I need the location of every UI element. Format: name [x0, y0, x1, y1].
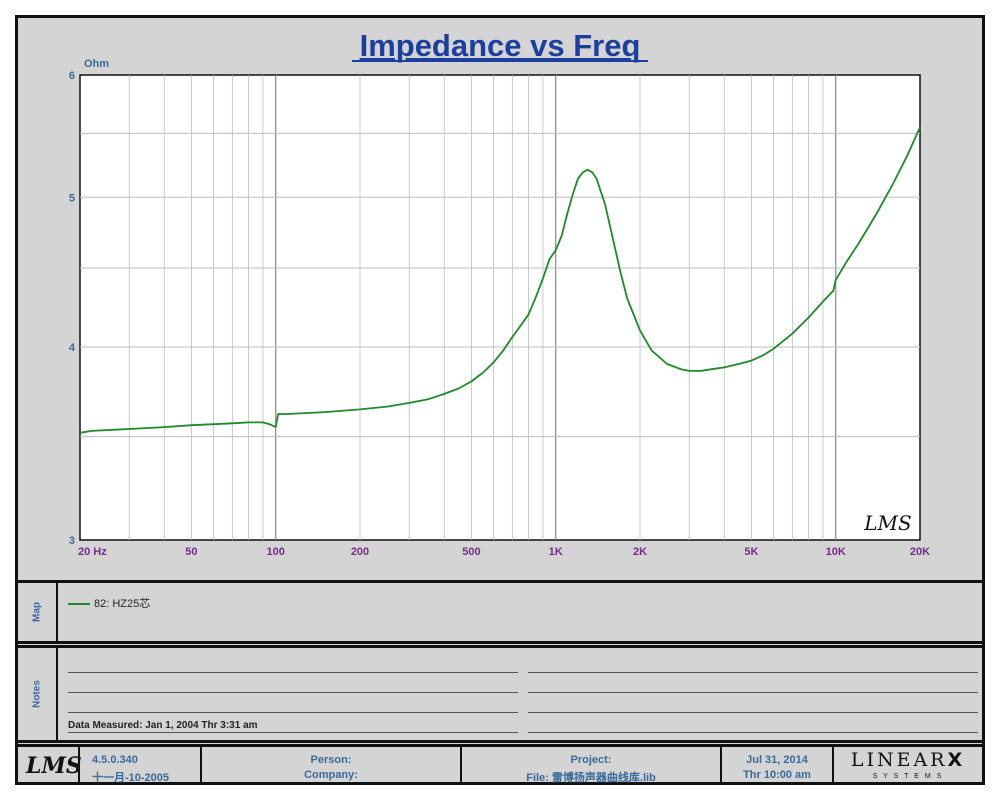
lms-logo: LMS — [26, 753, 82, 779]
impedance-chart: Impedance vs Freq Ohm 20 Hz 50 100 200 500 1K… — [69, 28, 930, 558]
series-line — [79, 126, 921, 434]
grid-lines — [80, 75, 920, 540]
x-tick-label: 5K — [744, 546, 758, 558]
y-tick-label: 6 — [69, 70, 75, 82]
footer-project-cell: Project: File: 雷博扬声器曲线库.lib — [462, 747, 722, 784]
footer-brand-cell: LINEARX S Y S T E M S — [834, 747, 982, 782]
data-measured-text: Data Measured: Jan 1, 2004 Thr 3:31 am — [68, 720, 258, 731]
footer-logo-cell: LMS — [18, 747, 82, 782]
series-layer — [79, 126, 921, 434]
note-line — [68, 672, 518, 673]
map-label: Map — [31, 602, 43, 622]
legend-entry-label: 82: HZ25芯 — [94, 598, 151, 610]
note-line — [528, 732, 978, 733]
footer-date-cell: Jul 31, 2014 Thr 10:00 am — [722, 747, 834, 782]
date-text: Jul 31, 2014 — [746, 754, 808, 766]
company-label: Company: — [304, 769, 358, 781]
brand-logo: LINEARX — [834, 749, 982, 771]
x-tick-label: 500 — [462, 546, 480, 558]
brand-x: X — [947, 749, 966, 771]
version-text: 4.5.0.340 — [92, 754, 138, 766]
file-label: File: 雷博扬声器曲线库.lib — [526, 772, 656, 784]
x-tick-label: 20K — [910, 546, 930, 558]
plot-area — [79, 74, 921, 541]
note-line — [68, 732, 518, 733]
x-tick-label: 100 — [267, 546, 285, 558]
person-label: Person: — [310, 754, 352, 766]
lms-watermark: LMS — [863, 511, 911, 535]
footer-version-cell: 4.5.0.340 十一月-10-2005 — [80, 747, 202, 784]
y-axis-unit-label: Ohm — [84, 58, 109, 70]
y-tick-label: 5 — [69, 192, 75, 204]
x-tick-label: 10K — [826, 546, 846, 558]
note-line — [528, 712, 978, 713]
map-label-cell: Map — [18, 583, 58, 641]
x-tick-labels: 20 Hz 50 100 200 500 1K 2K 5K 10K 20K — [78, 546, 930, 558]
note-line — [68, 712, 518, 713]
project-label: Project: — [570, 754, 612, 766]
chart-title: Impedance vs Freq — [360, 28, 641, 63]
x-tick-label: 2K — [633, 546, 647, 558]
notes-label-cell: Notes — [18, 648, 58, 740]
brand-text: LINEAR — [850, 749, 948, 771]
legend-entry: 82: HZ25芯 — [68, 595, 150, 611]
x-tick-label: 1K — [549, 546, 563, 558]
y-tick-label: 4 — [69, 342, 76, 354]
footer-bar: LMS 4.5.0.340 十一月-10-2005 Person: Compan… — [15, 744, 985, 785]
note-line — [528, 672, 978, 673]
x-tick-label: 200 — [351, 546, 369, 558]
footer-person-cell: Person: Company: — [202, 747, 462, 782]
brand-subtext: S Y S T E M S — [872, 773, 944, 780]
notes-label: Notes — [31, 680, 43, 708]
x-tick-label: 50 — [185, 546, 197, 558]
map-section: Map 82: HZ25芯 — [15, 580, 985, 644]
x-tick-label: 20 Hz — [78, 546, 107, 558]
y-tick-labels: 3 4 5 6 — [69, 70, 76, 547]
legend-swatch — [68, 603, 90, 606]
y-tick-label: 3 — [69, 535, 75, 547]
notes-section: Notes Data Measured: Jan 1, 2004 Thr 3:3… — [15, 645, 985, 743]
note-line — [528, 692, 978, 693]
time-text: Thr 10:00 am — [743, 769, 811, 781]
build-date-text: 十一月-10-2005 — [92, 772, 170, 784]
note-line — [68, 692, 518, 693]
